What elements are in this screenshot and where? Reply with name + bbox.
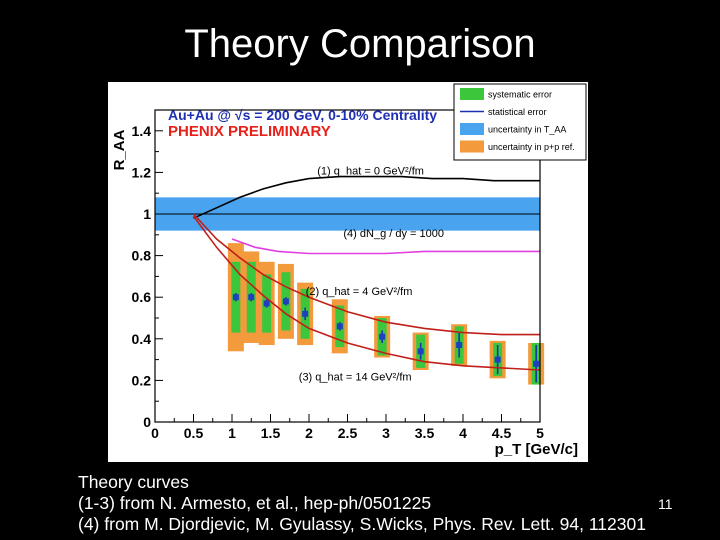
x-tick-label: 0 xyxy=(151,425,159,441)
legend-label: uncertainty in p+p ref. xyxy=(488,142,575,152)
x-axis-label: p_T [GeV/c] xyxy=(495,441,578,458)
x-tick-label: 3 xyxy=(382,425,390,441)
y-tick-label: 0.8 xyxy=(132,248,152,264)
caption: Theory curves (1-3) from N. Armesto, et … xyxy=(78,472,646,535)
legend-swatch xyxy=(460,88,484,100)
curve-label: (2) q_hat = 4 GeV²/fm xyxy=(306,286,413,298)
theory-curve xyxy=(231,238,540,255)
data-point xyxy=(417,348,424,355)
data-point xyxy=(336,323,343,330)
caption-line: (1-3) from N. Armesto, et al., hep-ph/05… xyxy=(78,493,432,513)
legend-swatch xyxy=(460,140,484,153)
data-point xyxy=(282,298,289,305)
slide-number: 11 xyxy=(658,496,673,512)
curve-label: (1) q_hat = 0 GeV²/fm xyxy=(317,165,424,177)
data-point xyxy=(379,333,386,340)
y-tick-label: 1.2 xyxy=(132,164,152,180)
raa-figure: 0 0.5 1 1.5 2 2.5 3 3.5 4 4.5 5 0 0.2 0.4 0.6 0.8 1 1.2 1.… xyxy=(108,82,588,462)
data-point xyxy=(494,356,501,363)
slide-title: Theory Comparison xyxy=(184,22,536,66)
y-tick-label: 0 xyxy=(143,414,151,430)
curve-label: (3) q_hat = 14 GeV²/fm xyxy=(299,371,412,383)
y-tick-label: 0.4 xyxy=(132,331,152,347)
y-axis-label: R_AA xyxy=(111,129,128,170)
legend-label: uncertainty in T_AA xyxy=(488,125,566,135)
raa-chart: 0 0.5 1 1.5 2 2.5 3 3.5 4 4.5 5 0 0.2 0.4 0.6 0.8 1 1.2 1.… xyxy=(108,82,588,462)
data-point xyxy=(232,294,239,301)
x-tick-label: 4 xyxy=(459,425,467,441)
x-tick-label: 2.5 xyxy=(338,425,358,441)
caption-line: (4) from M. Djordjevic, M. Gyulassy, S.W… xyxy=(78,514,646,534)
data-point xyxy=(263,300,270,307)
caption-line: Theory curves xyxy=(78,472,189,492)
legend-label: systematic error xyxy=(488,90,552,100)
data-point xyxy=(302,310,309,317)
x-tick-label: 1.5 xyxy=(261,425,281,441)
chart-subheader: PHENIX PRELIMINARY xyxy=(168,123,331,140)
theory-curve xyxy=(192,213,540,336)
y-tick-label: 0.6 xyxy=(132,289,152,305)
theory-curve xyxy=(192,215,541,371)
data-point xyxy=(248,294,255,301)
data-point xyxy=(533,360,540,367)
y-tick-label: 1 xyxy=(143,206,151,222)
data-point xyxy=(456,342,463,349)
x-tick-label: 5 xyxy=(536,425,544,441)
x-tick-label: 2 xyxy=(305,425,313,441)
x-tick-label: 1 xyxy=(228,425,236,441)
x-tick-label: 4.5 xyxy=(492,425,512,441)
curve-label: (4) dN_g / dy = 1000 xyxy=(343,228,444,240)
legend-swatch xyxy=(460,123,484,135)
y-tick-label: 1.4 xyxy=(132,123,152,139)
y-tick-label: 0.2 xyxy=(132,372,152,388)
theory-curve xyxy=(193,175,540,219)
x-tick-label: 3.5 xyxy=(415,425,435,441)
chart-header: Au+Au @ √s = 200 GeV, 0-10% Centrality xyxy=(168,107,437,123)
legend-label: statistical error xyxy=(488,107,547,117)
x-tick-label: 0.5 xyxy=(184,425,204,441)
